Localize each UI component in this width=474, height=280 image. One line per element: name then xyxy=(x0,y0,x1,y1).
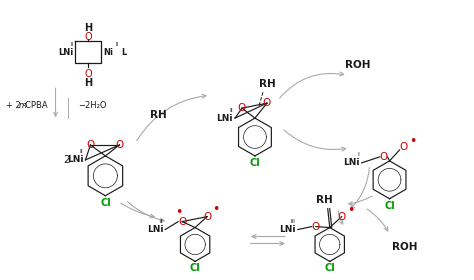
Text: II: II xyxy=(115,42,118,47)
Text: O: O xyxy=(178,217,186,227)
Text: II: II xyxy=(229,108,233,113)
Text: O: O xyxy=(311,221,320,232)
Text: O: O xyxy=(380,152,388,162)
Text: •: • xyxy=(212,203,220,216)
Text: + 2: + 2 xyxy=(6,101,23,110)
Text: O: O xyxy=(85,69,92,79)
Text: Cl: Cl xyxy=(100,198,111,208)
Text: LNi: LNi xyxy=(343,158,360,167)
Text: 2: 2 xyxy=(64,155,70,165)
Text: II: II xyxy=(70,42,73,47)
Text: O: O xyxy=(238,103,246,113)
Text: O: O xyxy=(203,212,211,221)
Text: ROH: ROH xyxy=(345,60,370,70)
Text: II: II xyxy=(159,219,163,224)
Text: O: O xyxy=(85,32,92,41)
Text: H: H xyxy=(84,78,92,88)
Text: •: • xyxy=(347,204,355,217)
Text: LNi: LNi xyxy=(217,114,233,123)
Text: −2H₂O: −2H₂O xyxy=(79,101,107,110)
Text: LNi: LNi xyxy=(147,225,163,234)
Text: •: • xyxy=(175,206,183,219)
Text: O: O xyxy=(115,140,123,150)
Text: I: I xyxy=(358,152,360,157)
Text: III: III xyxy=(291,219,296,224)
Text: Cl: Cl xyxy=(190,263,201,273)
Text: Cl: Cl xyxy=(384,201,395,211)
Text: RH: RH xyxy=(150,110,166,120)
Text: O: O xyxy=(337,212,346,221)
Text: RH: RH xyxy=(258,79,275,89)
Text: Cl: Cl xyxy=(324,263,335,273)
Text: RH: RH xyxy=(316,195,333,205)
Text: O: O xyxy=(263,98,271,108)
Text: Ni: Ni xyxy=(103,48,113,57)
Text: m: m xyxy=(18,101,27,110)
Text: -CPBA: -CPBA xyxy=(23,101,48,110)
Text: II: II xyxy=(80,150,83,155)
Text: Cl: Cl xyxy=(250,158,260,168)
Text: •: • xyxy=(409,136,416,148)
Text: LNi: LNi xyxy=(279,225,296,234)
Text: O: O xyxy=(86,140,94,150)
Text: LNi: LNi xyxy=(58,48,73,57)
Text: H: H xyxy=(84,23,92,32)
Text: LNi: LNi xyxy=(67,155,83,164)
Text: ROH: ROH xyxy=(392,242,417,253)
Text: O: O xyxy=(400,142,408,152)
Text: L: L xyxy=(121,48,127,57)
